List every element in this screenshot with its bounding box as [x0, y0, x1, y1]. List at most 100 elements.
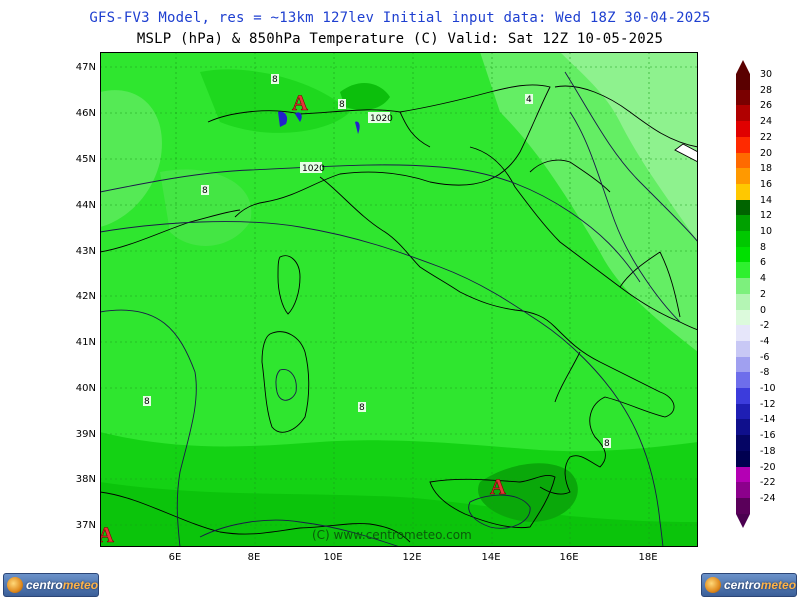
scale-swatch [736, 293, 750, 310]
scale-bottom-arrow [736, 513, 750, 528]
alpine-lakes [278, 111, 360, 134]
scale-label: 14 [760, 194, 773, 206]
scale-label: 28 [760, 84, 773, 96]
isotherm-label: 8 [359, 403, 365, 413]
map-frame [100, 52, 698, 547]
scale-swatch [736, 136, 750, 153]
lat-label: 40N [75, 383, 96, 394]
scale-swatch [736, 74, 750, 91]
logo-text-b: meteo [62, 578, 99, 592]
logo-text-b: meteo [760, 578, 797, 592]
scale-swatch [736, 497, 750, 515]
scale-swatch [736, 231, 750, 248]
scale-swatch [736, 482, 750, 499]
scale-swatch [736, 121, 750, 138]
lat-label: 44N [75, 200, 96, 211]
scale-swatch [736, 372, 750, 389]
scale-label: -6 [760, 351, 770, 363]
scale-label: -20 [760, 461, 776, 473]
scale-label: 4 [760, 273, 767, 285]
scale-swatch [736, 419, 750, 436]
isotherm-label: 4 [526, 95, 532, 105]
temp-patch-lyon [160, 169, 252, 246]
temp-patch-warm-alps [340, 82, 390, 110]
isobar-label: 1020 [370, 114, 393, 124]
scale-swatch [736, 89, 750, 106]
logo-text-a: centro [26, 578, 63, 592]
scale-label: 24 [760, 116, 773, 128]
model-title: GFS-FV3 Model, res = ~13km 127lev Initia… [89, 10, 711, 26]
scale-swatch [736, 168, 750, 185]
lat-label: 46N [75, 108, 96, 119]
scale-label: 8 [760, 241, 767, 253]
isotherm-label: 8 [202, 186, 208, 196]
contour-labels: 1020 1020 8 8 8 4 8 8 8 [143, 74, 611, 449]
temp-band-sicily [478, 463, 578, 522]
scale-label: 0 [760, 304, 767, 316]
lat-label: 38N [75, 474, 96, 485]
scale-label: 16 [760, 178, 773, 190]
scale-swatch [736, 152, 750, 169]
scale-top-arrow [736, 60, 750, 74]
weather-map: 1020 1020 8 8 8 4 8 8 8 A A A (C) www.ce… [100, 52, 698, 547]
globe-icon [7, 577, 23, 593]
lat-label: 41N [75, 337, 96, 348]
high-pressure-markers: A A A [100, 90, 506, 547]
scale-label: -12 [760, 398, 776, 410]
scale-label: -24 [760, 492, 776, 504]
scale-label: -14 [760, 414, 776, 426]
lon-label: 10E [323, 552, 343, 563]
lon-label: 14E [481, 552, 501, 563]
scale-swatch [736, 278, 750, 295]
scale-swatch [736, 435, 750, 452]
temp-patch-west [100, 90, 162, 227]
scale-swatch [736, 199, 750, 216]
centrometeo-logo-left[interactable]: centrometeo [3, 573, 99, 597]
lat-label: 47N [75, 62, 96, 73]
scale-label: -16 [760, 430, 776, 442]
temp-band-cooler [560, 52, 698, 242]
field-valid-title: MSLP (hPa) & 850hPa Temperature (C) Vali… [136, 31, 664, 47]
scale-swatch [736, 215, 750, 232]
globe-icon [705, 577, 721, 593]
temp-band-warmer [100, 482, 698, 547]
logo-text-a: centro [724, 578, 761, 592]
centrometeo-logo-right[interactable]: centrometeo [701, 573, 797, 597]
scale-swatch [736, 356, 750, 373]
high-pressure-marker: A [292, 90, 308, 115]
scale-label: 30 [760, 69, 773, 80]
isobars [100, 71, 698, 547]
scale-label: 6 [760, 257, 767, 269]
scale-label: 22 [760, 131, 773, 143]
scale-label: -8 [760, 367, 770, 379]
lon-label: 6E [168, 552, 182, 563]
lon-label: 8E [247, 552, 261, 563]
scale-label: 20 [760, 147, 773, 159]
isobar-label: 1020 [302, 164, 325, 174]
isotherm-label: 8 [272, 75, 278, 85]
scale-label: -18 [760, 445, 776, 457]
lat-label: 42N [75, 291, 96, 302]
scale-label: -22 [760, 477, 776, 489]
scale-label: 2 [760, 288, 767, 300]
lat-label: 43N [75, 246, 96, 257]
scale-swatch [736, 450, 750, 467]
scale-swatch [736, 466, 750, 483]
scale-swatch [736, 105, 750, 122]
scale-swatch [736, 340, 750, 358]
scale-label: 26 [760, 100, 773, 112]
scale-label: -2 [760, 320, 770, 332]
temp-patch-alps [200, 69, 350, 133]
lat-label: 37N [75, 520, 96, 531]
scale-swatch [736, 262, 750, 279]
high-pressure-marker: A [100, 522, 114, 547]
lon-label: 18E [638, 552, 658, 563]
scale-label: -10 [760, 383, 776, 394]
scale-swatch [736, 309, 750, 326]
scale-swatch [736, 183, 750, 201]
scale-swatch [736, 403, 750, 420]
scale-swatch [736, 246, 750, 263]
lon-label: 16E [559, 552, 579, 563]
isotherm-label: 8 [144, 397, 150, 407]
scale-swatch [736, 325, 750, 342]
